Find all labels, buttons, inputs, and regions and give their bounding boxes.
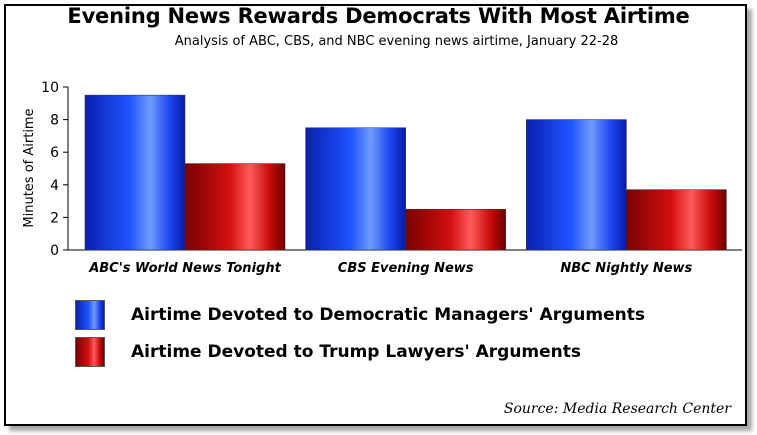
bar-democratic-1 bbox=[305, 127, 406, 251]
y-tick-label: 0 bbox=[50, 243, 59, 259]
legend-swatch-blue bbox=[75, 300, 105, 330]
y-tick-label: 10 bbox=[41, 80, 59, 96]
bar-trump-0 bbox=[184, 163, 286, 251]
bar-democratic-0 bbox=[84, 94, 186, 251]
x-category-label: NBC Nightly News bbox=[560, 261, 692, 276]
bar-trump-1 bbox=[405, 208, 506, 251]
y-tick-label: 4 bbox=[50, 178, 59, 194]
chart-title: Evening News Rewards Democrats With Most… bbox=[67, 4, 690, 28]
y-tick-label: 6 bbox=[50, 145, 59, 161]
source-note: Source: Media Research Center bbox=[503, 401, 731, 417]
legend-item-trump: Airtime Devoted to Trump Lawyers' Argume… bbox=[75, 337, 581, 367]
legend-item-democratic: Airtime Devoted to Democratic Managers' … bbox=[75, 300, 645, 330]
chart-subtitle: Analysis of ABC, CBS, and NBC evening ne… bbox=[174, 34, 619, 49]
legend-swatch-red bbox=[75, 337, 105, 367]
legend-label-democratic: Airtime Devoted to Democratic Managers' … bbox=[131, 305, 645, 325]
legend-label-trump: Airtime Devoted to Trump Lawyers' Argume… bbox=[131, 342, 582, 362]
x-category-label: ABC's World News Tonight bbox=[88, 261, 281, 276]
bar-trump-2 bbox=[626, 189, 727, 251]
y-axis-label: Minutes of Airtime bbox=[22, 108, 37, 227]
y-tick-label: 8 bbox=[50, 113, 59, 129]
y-tick-label: 2 bbox=[50, 210, 59, 226]
bar-chart: Minutes of Airtime 0 2 4 6 8 10 ABC's World N… bbox=[22, 80, 742, 276]
x-category-label: CBS Evening News bbox=[338, 261, 474, 276]
bar-democratic-2 bbox=[526, 119, 627, 251]
